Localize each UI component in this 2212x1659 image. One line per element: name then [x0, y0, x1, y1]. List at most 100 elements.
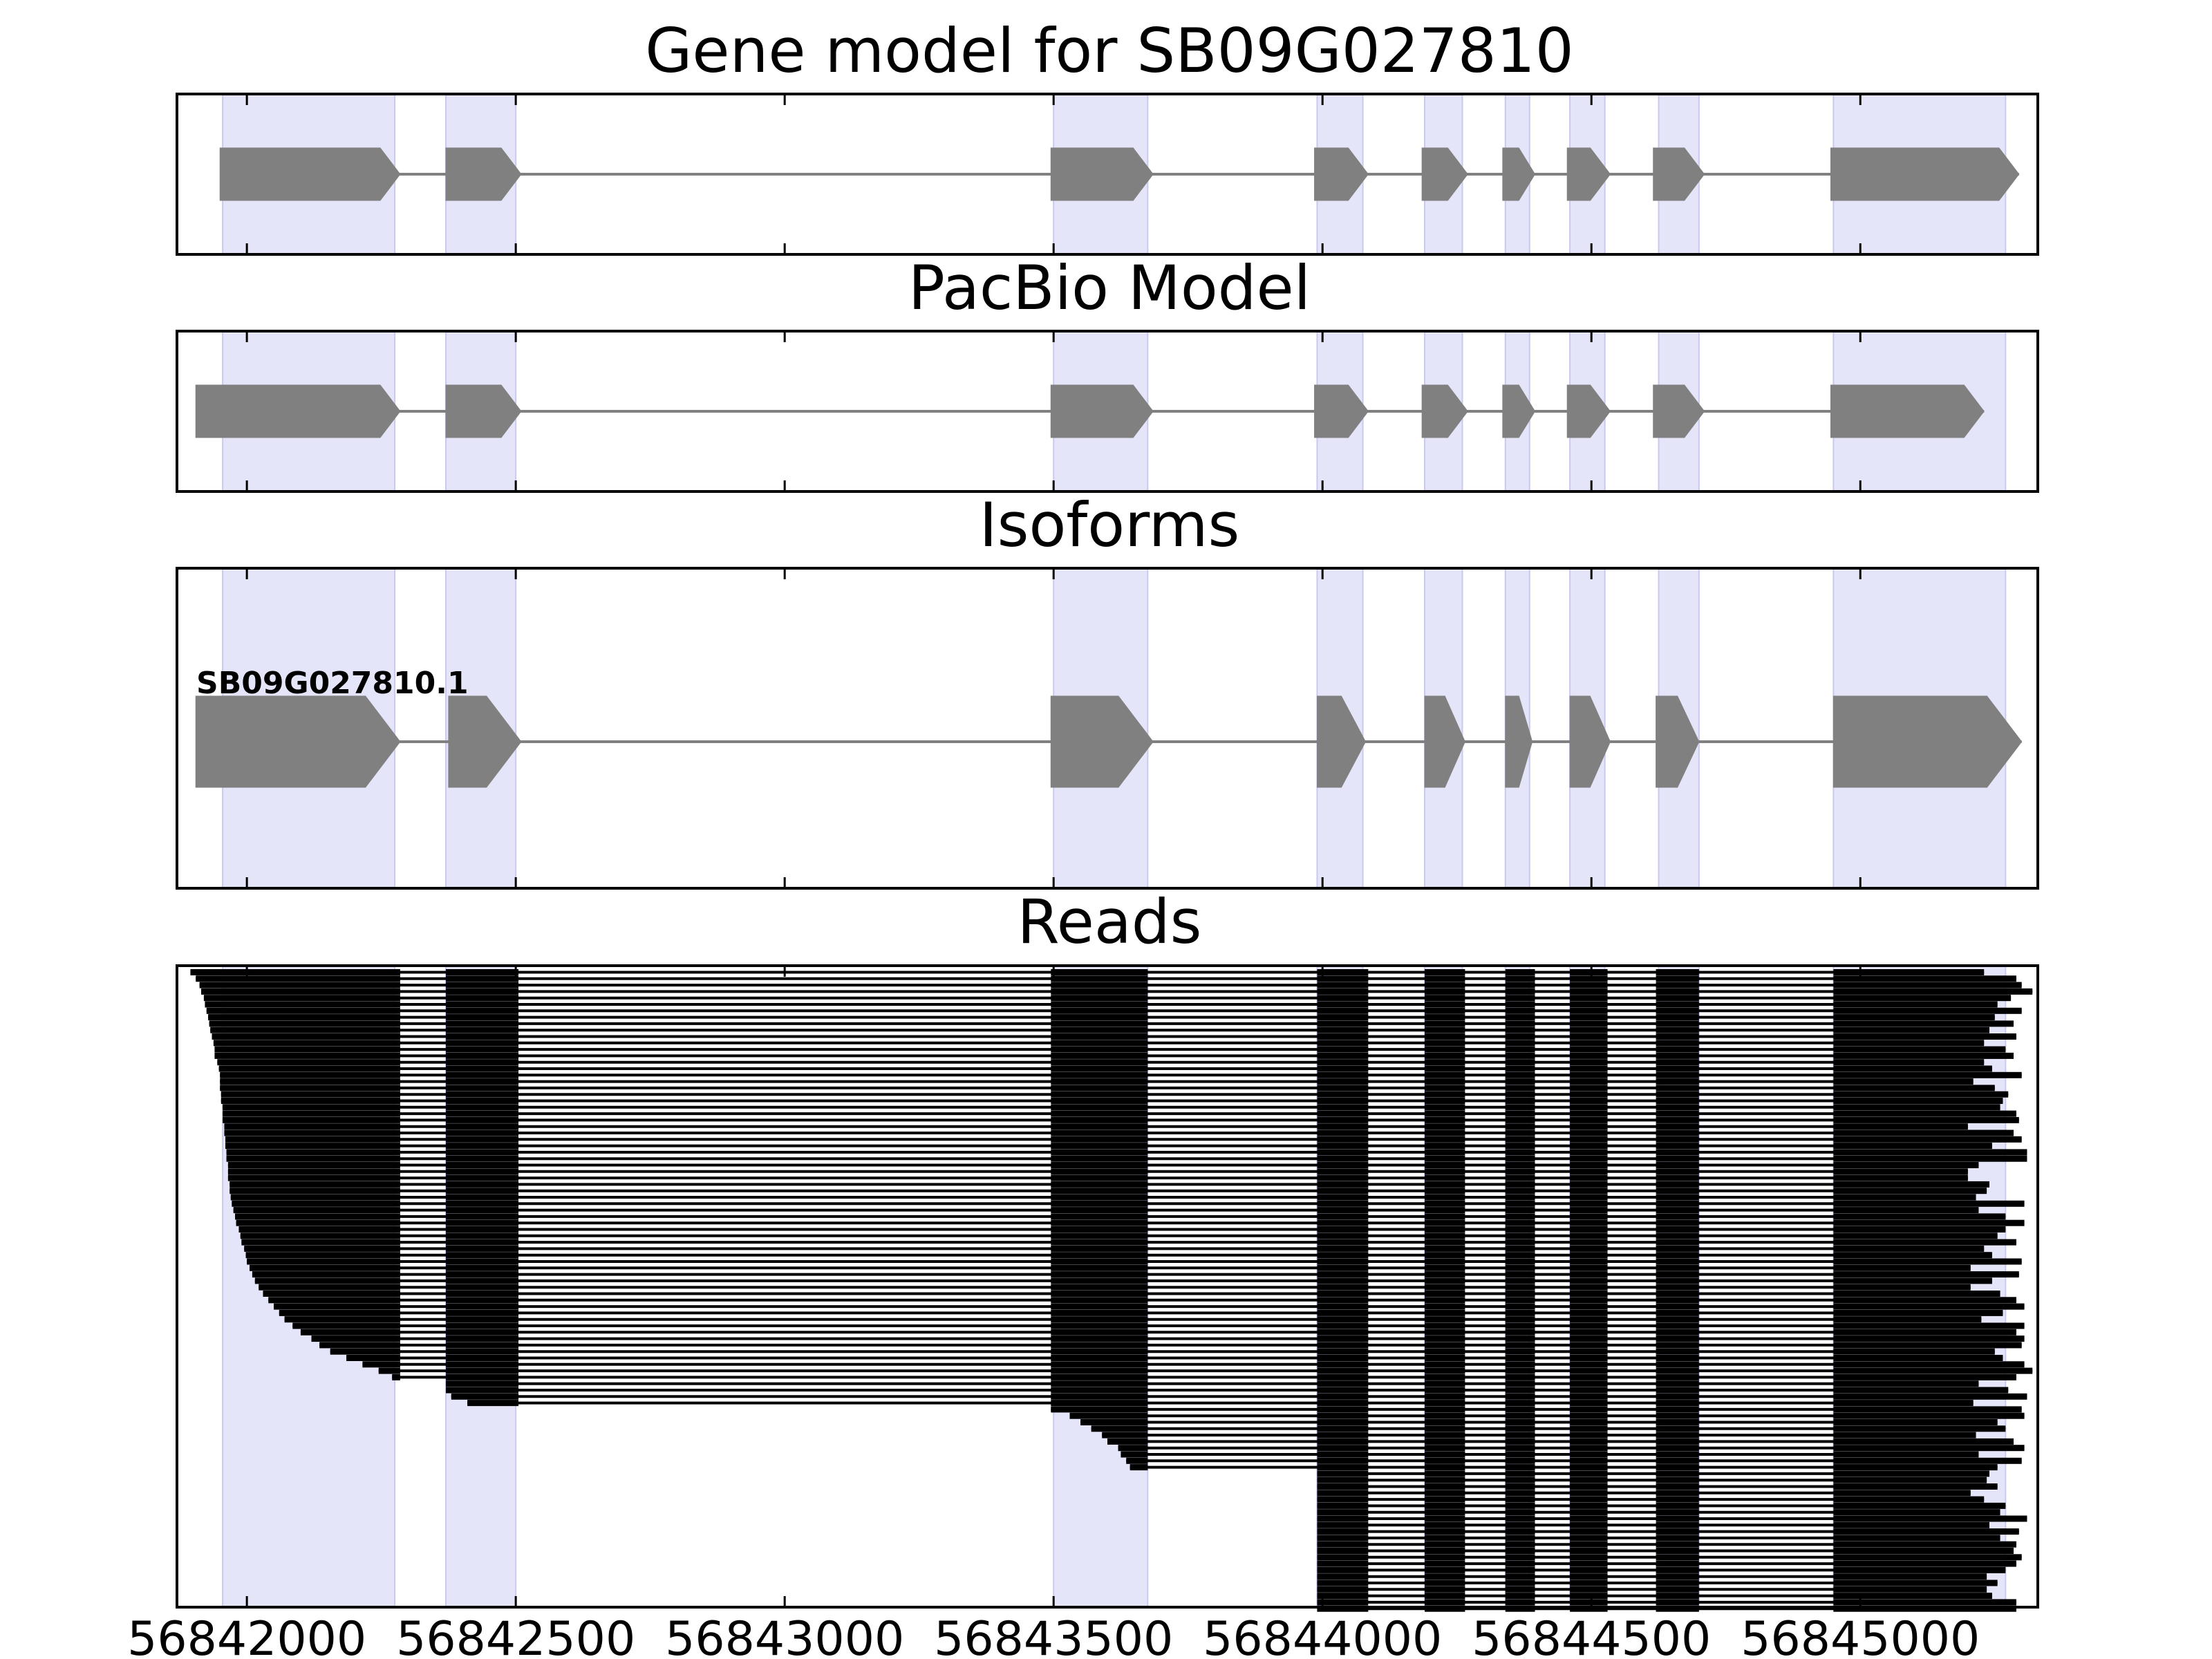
read-17-block-5: [1425, 1071, 1465, 1078]
panel-title-isoforms: Isoforms: [980, 489, 1240, 561]
read-14-block-1: [214, 1052, 400, 1059]
read-99-block-3: [1505, 1599, 1535, 1606]
read-10-block-1: [210, 1027, 400, 1033]
read-59-block-5: [1425, 1342, 1465, 1349]
read-21-block-7: [1570, 1098, 1608, 1104]
read-43-block-6: [1505, 1239, 1535, 1246]
read-1-block-2: [446, 969, 519, 975]
read-12-block-2: [446, 1040, 519, 1047]
pacbio-model-exon-8: [1653, 384, 1705, 438]
read-64-block-9: [1833, 1374, 2016, 1380]
read-24-block-2: [446, 1116, 519, 1123]
read-67-block-1: [451, 1393, 519, 1400]
read-85-block-1: [1317, 1509, 1369, 1516]
read-25-block-7: [1570, 1123, 1608, 1130]
isoform-1-exon-3: [1050, 695, 1154, 788]
read-65-block-4: [1425, 1380, 1465, 1387]
read-74-block-3: [1425, 1438, 1465, 1445]
read-69-block-3: [1425, 1406, 1465, 1413]
read-36-block-3: [1051, 1194, 1148, 1201]
read-38-block-7: [1570, 1207, 1608, 1214]
read-11-block-3: [1051, 1033, 1148, 1040]
read-57-block-7: [1570, 1329, 1608, 1335]
read-14-block-2: [446, 1052, 519, 1059]
read-39-block-4: [1317, 1213, 1369, 1220]
read-60-block-1: [330, 1348, 400, 1355]
read-64-block-6: [1505, 1374, 1535, 1380]
read-39-block-8: [1656, 1213, 1699, 1220]
read-32-block-1: [227, 1168, 400, 1175]
read-3-block-1: [199, 982, 400, 988]
read-29-block-8: [1656, 1149, 1699, 1156]
read-18-block-9: [1833, 1078, 1974, 1085]
read-44-block-7: [1570, 1245, 1608, 1252]
read-72-block-7: [1833, 1425, 2006, 1432]
pacbio-model-exon-7: [1566, 384, 1611, 438]
read-92-block-6: [1833, 1554, 2022, 1561]
read-9-block-9: [1833, 1020, 2014, 1027]
read-20-block-1: [221, 1091, 400, 1098]
read-98-block-5: [1656, 1593, 1699, 1600]
read-15-block-9: [1833, 1059, 1985, 1066]
read-33-block-4: [1317, 1174, 1369, 1181]
read-84-block-6: [1833, 1502, 2006, 1509]
read-57-block-6: [1505, 1329, 1535, 1335]
read-34-block-9: [1833, 1181, 1989, 1188]
read-88-block-5: [1656, 1528, 1699, 1535]
read-88-block-2: [1425, 1528, 1465, 1535]
read-36-block-1: [230, 1194, 400, 1201]
read-55-block-9: [1833, 1316, 1982, 1323]
read-47-block-8: [1656, 1264, 1699, 1271]
read-11-block-6: [1505, 1033, 1535, 1040]
read-67-block-6: [1570, 1393, 1608, 1400]
read-66-block-5: [1505, 1387, 1535, 1394]
read-12-block-3: [1051, 1040, 1148, 1047]
read-4-block-2: [446, 988, 519, 995]
read-16-block-8: [1656, 1065, 1699, 1072]
read-82-block-6: [1833, 1490, 1971, 1497]
read-85-block-3: [1505, 1509, 1535, 1516]
read-70-block-6: [1656, 1412, 1699, 1419]
read-21-block-8: [1656, 1098, 1699, 1104]
read-99-block-6: [1833, 1599, 2016, 1606]
read-19-block-1: [220, 1085, 400, 1091]
read-53-block-9: [1833, 1303, 2025, 1310]
read-64-block-5: [1425, 1374, 1465, 1380]
read-97-block-1: [1317, 1586, 1369, 1593]
read-20-block-4: [1317, 1091, 1369, 1098]
read-32-block-4: [1317, 1168, 1369, 1175]
read-56-block-1: [292, 1322, 400, 1329]
read-82-block-1: [1317, 1490, 1369, 1497]
read-79-block-3: [1505, 1470, 1535, 1477]
read-8-block-3: [1051, 1014, 1148, 1021]
read-56-block-4: [1317, 1322, 1369, 1329]
read-61-block-3: [1051, 1355, 1148, 1361]
read-17-block-6: [1505, 1071, 1535, 1078]
read-75-block-1: [1118, 1445, 1148, 1452]
gene-model-exon-4: [1314, 147, 1369, 201]
read-42-block-8: [1656, 1232, 1699, 1239]
read-68-block-4: [1425, 1400, 1465, 1407]
panel-frames: [176, 93, 2039, 1609]
isoform-1-exon-8: [1656, 695, 1700, 788]
read-49-block-5: [1425, 1277, 1465, 1284]
read-71-block-5: [1570, 1419, 1608, 1425]
read-22-block-8: [1656, 1104, 1699, 1111]
read-12-block-1: [213, 1040, 400, 1047]
x-tick-label-56843500: 56843500: [934, 1612, 1173, 1659]
read-91-block-6: [1833, 1548, 2014, 1554]
read-41-block-6: [1505, 1226, 1535, 1232]
isoform-1-exon-6: [1505, 695, 1533, 788]
read-18-block-6: [1505, 1078, 1535, 1085]
read-51-block-5: [1425, 1291, 1465, 1297]
read-62-block-3: [1051, 1361, 1148, 1368]
read-21-block-3: [1051, 1098, 1148, 1104]
read-86-block-3: [1505, 1515, 1535, 1522]
read-65-block-3: [1317, 1380, 1369, 1387]
read-60-block-5: [1425, 1348, 1465, 1355]
read-13-block-2: [446, 1046, 519, 1053]
read-68-block-5: [1505, 1400, 1535, 1407]
read-43-block-9: [1833, 1239, 2016, 1246]
read-67-block-4: [1425, 1393, 1465, 1400]
read-32-block-3: [1051, 1168, 1148, 1175]
